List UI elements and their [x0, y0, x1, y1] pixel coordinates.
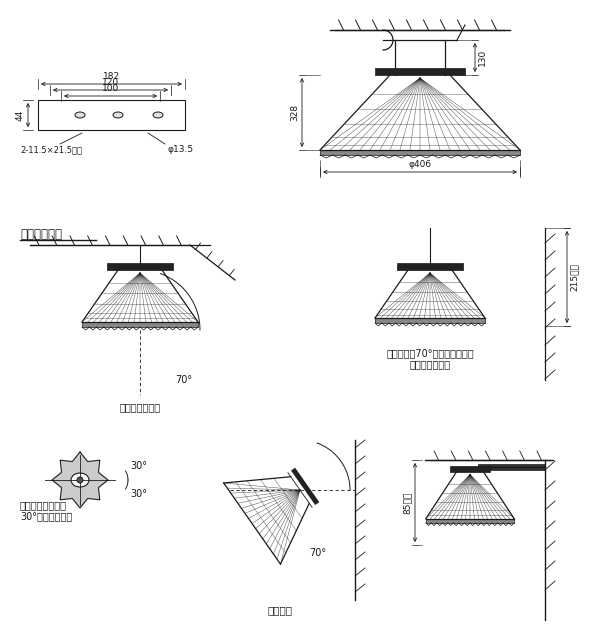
Text: 70°: 70° — [175, 375, 192, 385]
Bar — [82, 322, 198, 327]
Bar — [397, 263, 463, 270]
Text: 130: 130 — [478, 49, 487, 66]
Text: 照射角度範囲: 照射角度範囲 — [20, 228, 62, 241]
Text: 215以上: 215以上 — [570, 263, 579, 291]
Text: 328: 328 — [290, 104, 299, 121]
Bar — [478, 464, 545, 470]
Text: アンカーボルトは
30°まで回転可能: アンカーボルトは 30°まで回転可能 — [20, 500, 72, 522]
Bar — [449, 466, 490, 472]
Text: 44: 44 — [16, 109, 25, 120]
Ellipse shape — [75, 112, 85, 118]
Text: 横壁取付: 横壁取付 — [268, 605, 293, 615]
Text: 100: 100 — [102, 84, 119, 93]
Ellipse shape — [153, 112, 163, 118]
Text: 天井傾斜が70°までは使用可能
傾斜天井吹下げ: 天井傾斜が70°までは使用可能 傾斜天井吹下げ — [386, 348, 474, 370]
Text: φ406: φ406 — [409, 160, 431, 169]
Bar — [426, 519, 514, 523]
Text: 2-11.5×21.5長穴: 2-11.5×21.5長穴 — [20, 145, 82, 154]
Text: φ13.5: φ13.5 — [168, 145, 194, 154]
Ellipse shape — [113, 112, 123, 118]
Bar — [320, 150, 520, 155]
Bar — [375, 68, 465, 75]
Bar — [375, 318, 485, 323]
Bar — [107, 263, 173, 270]
Text: 30°: 30° — [130, 489, 147, 499]
Text: 120: 120 — [102, 78, 119, 87]
Bar — [38, 100, 185, 130]
Text: 182: 182 — [103, 72, 120, 81]
Text: 70°: 70° — [310, 548, 326, 558]
Ellipse shape — [77, 477, 83, 483]
Ellipse shape — [71, 473, 89, 487]
Text: 85以上: 85以上 — [403, 491, 412, 514]
Polygon shape — [52, 452, 108, 508]
Text: 天井垂直吹下げ: 天井垂直吹下げ — [119, 402, 161, 412]
Text: 30°: 30° — [130, 461, 147, 471]
